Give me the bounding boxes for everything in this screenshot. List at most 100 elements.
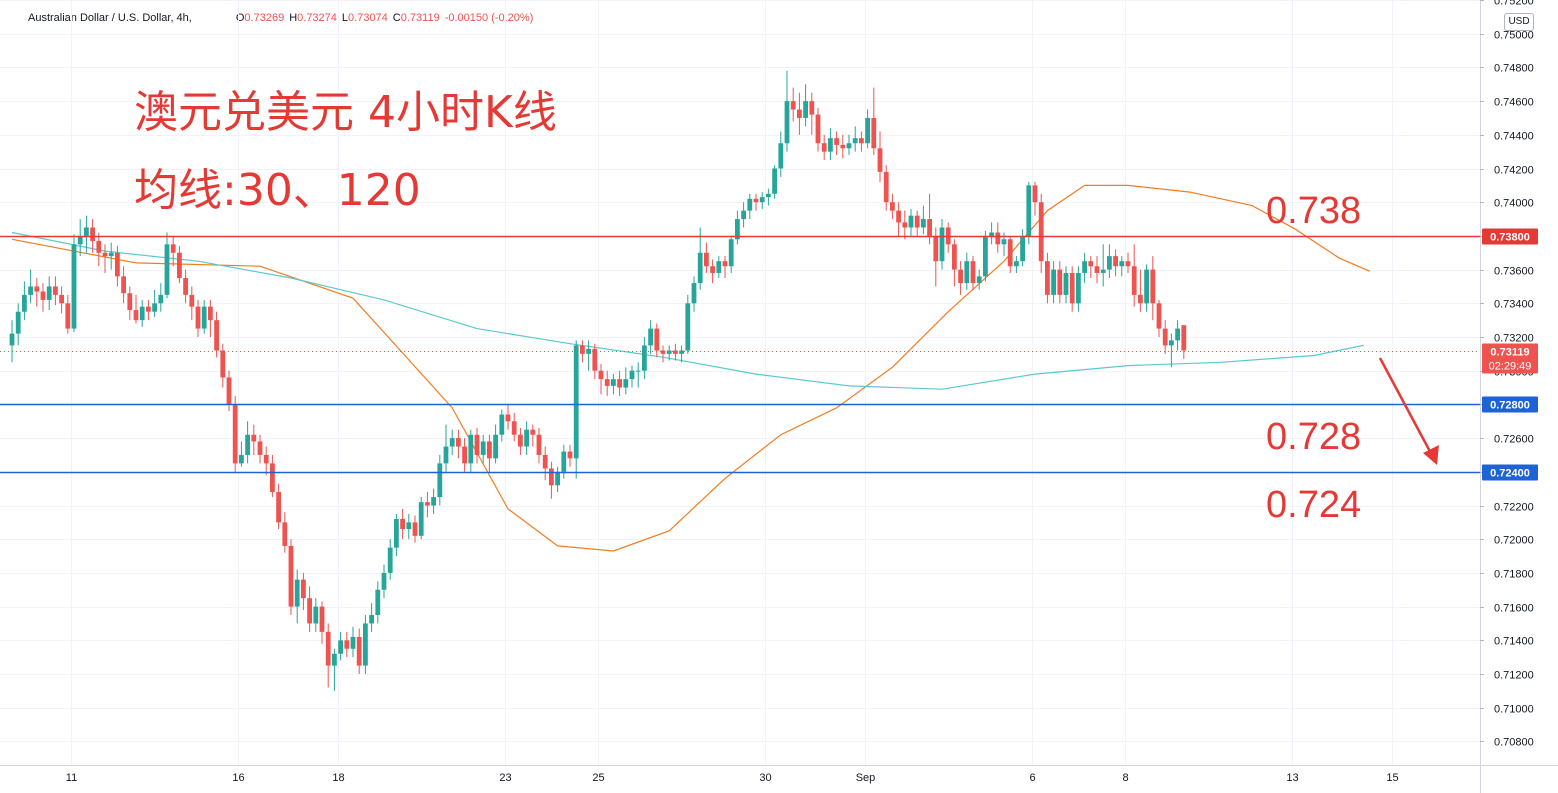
candle-body <box>611 379 616 386</box>
candle-body <box>356 636 362 666</box>
annotation-title: 澳元兑美元 4小时K线 <box>134 87 557 138</box>
symbol-title: Australian Dollar / U.S. Dollar, 4h, <box>28 12 192 24</box>
candle-body <box>239 454 244 464</box>
candle-body <box>735 219 740 240</box>
candle-body <box>1088 261 1094 267</box>
close-value: C0.73119 <box>392 12 440 24</box>
candle-body <box>983 235 988 277</box>
price-tick-label: 0.74600 <box>1494 97 1534 109</box>
candle-body <box>1144 269 1149 304</box>
candle-body <box>22 294 27 312</box>
candle-body <box>896 210 901 223</box>
candle-body <box>1156 303 1162 329</box>
candle-body <box>232 404 238 464</box>
candle-body <box>307 598 312 624</box>
time-tick-label: 13 <box>1286 772 1298 784</box>
low-value: L0.73074 <box>341 12 388 24</box>
candle-body <box>319 606 325 632</box>
candle-body <box>964 261 970 284</box>
candle-body <box>133 310 139 321</box>
candle-body <box>722 261 728 267</box>
candle-body <box>1045 261 1050 295</box>
candle-body <box>921 219 926 228</box>
candle-body <box>90 227 95 241</box>
candle-body <box>573 345 579 459</box>
candle-body <box>96 240 102 253</box>
candle-body <box>189 294 195 307</box>
candle-body <box>487 441 492 459</box>
candle-body <box>1001 239 1007 245</box>
candle-body <box>1057 269 1063 295</box>
candle-body <box>852 138 858 144</box>
candle-body <box>728 239 734 267</box>
candle-body <box>332 653 337 666</box>
candle-body <box>1082 261 1087 273</box>
candle-body <box>660 350 666 354</box>
candle-body <box>462 446 467 464</box>
candle-body <box>1169 340 1174 346</box>
candle-body <box>580 345 585 354</box>
candle-body <box>648 328 653 346</box>
price-tick-label: 0.71400 <box>1494 636 1534 648</box>
candle-body <box>338 640 343 654</box>
candle-body <box>480 441 486 455</box>
candle-body <box>635 370 641 372</box>
candle-body <box>741 210 746 220</box>
candle-body <box>846 143 852 149</box>
candle-body <box>449 438 455 447</box>
price-tick-label: 0.71800 <box>1494 569 1534 581</box>
candle-body <box>1138 294 1143 304</box>
candle-body <box>139 306 145 321</box>
candle-body <box>456 438 461 447</box>
candle-body <box>561 451 567 472</box>
level-price-label: 0.72400 <box>1490 468 1530 480</box>
candle-body <box>505 414 511 422</box>
annotation-ma-note: 均线:30、120 <box>134 165 421 216</box>
change-value: -0.00150 (-0.20%) <box>444 12 534 24</box>
candle-body <box>766 193 771 198</box>
candle-body <box>989 232 994 236</box>
candle-body <box>146 306 151 312</box>
candle-body <box>195 306 201 329</box>
candle-body <box>710 266 715 273</box>
candle-body <box>685 303 691 351</box>
candle-body <box>530 429 536 435</box>
candle-body <box>245 434 250 455</box>
candle-body <box>1007 239 1013 267</box>
candle-body <box>859 138 864 144</box>
candle-body <box>753 198 759 203</box>
price-tick-label: 0.74800 <box>1494 63 1534 75</box>
candle-body <box>871 117 877 149</box>
candle-body <box>567 451 573 459</box>
time-tick-label: 18 <box>332 772 344 784</box>
time-tick-label: 23 <box>499 772 511 784</box>
candle-body <box>468 434 474 464</box>
candle-body <box>214 320 219 351</box>
candle-body <box>40 291 46 300</box>
candle-body <box>493 434 498 459</box>
candle-body <box>276 492 281 523</box>
candle-body <box>549 468 554 486</box>
candle-body <box>1094 266 1100 273</box>
candle-body <box>828 138 833 152</box>
candle-body <box>1125 261 1131 267</box>
candle-body <box>226 377 232 405</box>
candle-body <box>437 463 443 498</box>
candle-body <box>1038 202 1044 262</box>
candle-body <box>1113 256 1118 267</box>
time-tick-label: 15 <box>1386 772 1398 784</box>
currency-badge[interactable]: USD <box>1504 13 1534 31</box>
candle-body <box>598 370 604 380</box>
time-tick-label: Sep <box>856 772 876 784</box>
candle-body <box>325 631 331 666</box>
candle-body <box>617 379 622 388</box>
trend-arrow-head <box>1423 445 1439 465</box>
candle-body <box>1063 272 1069 295</box>
price-tick-label: 0.74400 <box>1494 131 1534 143</box>
candle-body <box>177 252 182 279</box>
candle-body <box>976 276 982 284</box>
candle-body <box>623 379 629 388</box>
candle-body <box>555 471 560 486</box>
candle-body <box>939 227 945 262</box>
